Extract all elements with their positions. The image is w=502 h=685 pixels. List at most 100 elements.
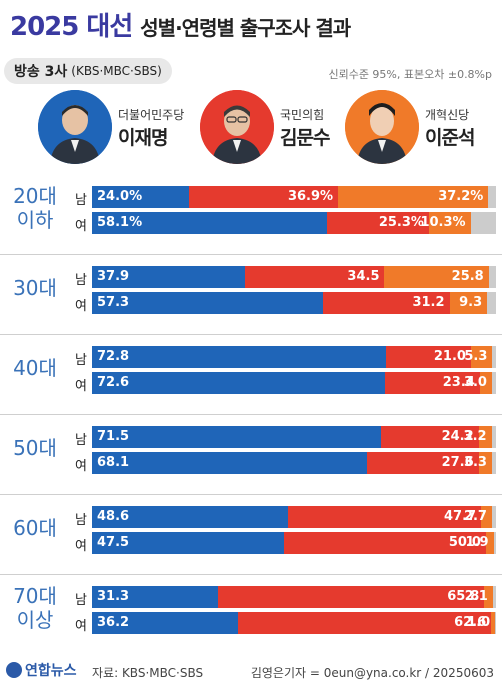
candidate-photo: [38, 90, 112, 164]
age-group-label-line: 이하: [16, 208, 54, 232]
stacked-bar: 72.8 21.0 5.3: [92, 346, 496, 368]
data-label: 25.8: [451, 269, 484, 284]
age-group-label-line: 30대: [13, 276, 57, 300]
sex-label: 여: [75, 539, 87, 554]
data-label: 10.3%: [420, 215, 466, 230]
bar-segment: [485, 532, 494, 554]
data-label: 36.9%: [287, 189, 334, 204]
data-label: 65.8: [447, 589, 480, 604]
bar-segment: [188, 186, 339, 208]
age-group-label-line: 20대: [13, 184, 57, 208]
bar-segment: [92, 506, 289, 528]
bar-segment: [386, 346, 471, 368]
age-group: 50대 남 71.5 24.2 3.2 여 68.1 27.6 3.3: [0, 418, 502, 498]
data-label: 31.2: [412, 295, 445, 310]
data-label: 50.0: [448, 535, 481, 550]
bar-segment: [323, 292, 450, 314]
data-label: 2.1: [464, 589, 488, 604]
age-group: 40대 남 72.8 21.0 5.3 여 72.6 23.4 3.0: [0, 338, 502, 418]
title-row: 2025 대선 성별·연령별 출구조사 결과: [10, 6, 351, 42]
age-group-label-line: 60대: [13, 516, 57, 540]
data-label: 24.0%: [97, 189, 143, 204]
bar-segment: [478, 426, 492, 448]
margin-of-error-note: 신뢰수준 95%, 표본오차 ±0.8%p: [328, 68, 492, 81]
age-group: 70대 이상 남 31.3 65.8 2.1 여 36.2 62.6 1.0: [0, 578, 502, 658]
sex-label: 여: [75, 219, 87, 234]
candidate-name: 이재명: [118, 127, 168, 149]
bar-segment: [478, 452, 492, 474]
data-label: 31.3: [97, 589, 130, 604]
data-label: 3.0: [463, 375, 487, 390]
reporter-credit: 김영은기자 = 0eun@yna.co.kr / 20250603: [250, 666, 494, 680]
data-label: 37.2%: [438, 189, 484, 204]
broadcaster-badge: 방송 3사 (KBS·MBC·SBS): [4, 58, 172, 84]
data-label: 1.0: [467, 615, 491, 630]
bar-segment: [288, 506, 482, 528]
data-source: 자료: KBS·MBC·SBS: [92, 666, 204, 680]
bar-segment: [245, 266, 385, 288]
footer: 연합뉴스 자료: KBS·MBC·SBS 김영은기자 = 0eun@yna.co…: [0, 658, 502, 685]
bar-segment: [367, 452, 479, 474]
data-label: 1.9: [465, 535, 489, 550]
data-label: 9.3: [459, 295, 483, 310]
bar-segment: [238, 612, 492, 634]
yonhap-logo: 연합뉴스: [6, 660, 77, 680]
bar-segment: [481, 506, 492, 528]
data-label: 34.5: [347, 269, 380, 284]
group-divider: [0, 334, 502, 335]
sex-label: 남: [75, 433, 87, 448]
bar-segment: [92, 532, 284, 554]
data-label: 3.2: [463, 429, 487, 444]
stacked-bar: 47.5 50.0 1.9: [92, 532, 496, 554]
stacked-bar: 68.1 27.6 3.3: [92, 452, 496, 474]
stacked-bar: 57.3 31.2 9.3: [92, 292, 496, 314]
candidate-photo: [345, 90, 419, 164]
stacked-bar: 58.1% 25.3% 10.3%: [92, 212, 496, 234]
sex-label: 남: [75, 593, 87, 608]
data-label: 2.7: [463, 509, 487, 524]
candidate-name: 김문수: [280, 127, 330, 149]
data-label: 62.6: [454, 615, 487, 630]
candidate-lee-jae-myung: 더불어민주당 이재명: [38, 90, 198, 170]
data-label: 57.3: [97, 295, 130, 310]
stacked-bar: 24.0% 36.9% 37.2%: [92, 186, 496, 208]
data-label: 23.4: [442, 375, 475, 390]
age-group-label: 70대 이상: [4, 584, 66, 632]
bar-segment: [92, 266, 246, 288]
sex-label: 남: [75, 353, 87, 368]
person-portrait-icon: [200, 90, 274, 164]
age-group: 60대 남 48.6 47.7 2.7 여 47.5 50.0 1.9: [0, 498, 502, 578]
person-portrait-icon: [345, 90, 419, 164]
bar-segment: [491, 612, 496, 634]
data-label: 37.9: [97, 269, 130, 284]
data-label: 47.7: [443, 509, 477, 524]
stacked-bar: 71.5 24.2 3.2: [92, 426, 496, 448]
person-portrait-icon: [38, 90, 112, 164]
data-label: 3.3: [463, 455, 487, 470]
data-label: 25.3%: [378, 215, 424, 230]
bar-segment: [92, 612, 239, 634]
bar-segment: [428, 212, 471, 234]
sex-label: 남: [75, 193, 87, 208]
bar-segment: [92, 186, 189, 208]
bar-segment: [92, 372, 386, 394]
data-label: 27.6: [441, 455, 474, 470]
data-label: 72.8: [97, 349, 130, 364]
age-group-label: 60대: [4, 516, 66, 540]
bar-segment: [92, 452, 368, 474]
data-label: 5.3: [464, 349, 488, 364]
bar-segment: [479, 372, 492, 394]
data-label: 72.6: [97, 375, 130, 390]
bar-segment: [385, 372, 480, 394]
age-group-label-line: 40대: [13, 356, 57, 380]
group-divider: [0, 574, 502, 575]
candidate-party: 국민의힘: [280, 108, 325, 122]
sex-label: 여: [75, 299, 87, 314]
bar-segment: [283, 532, 486, 554]
sex-label: 여: [75, 379, 87, 394]
candidate-kim-moon-soo: 국민의힘 김문수: [200, 90, 345, 170]
age-group-label-line: 70대: [13, 584, 57, 608]
data-label: 71.5: [97, 429, 130, 444]
candidate-party: 개혁신당: [425, 108, 470, 122]
bar-segment: [380, 426, 479, 448]
